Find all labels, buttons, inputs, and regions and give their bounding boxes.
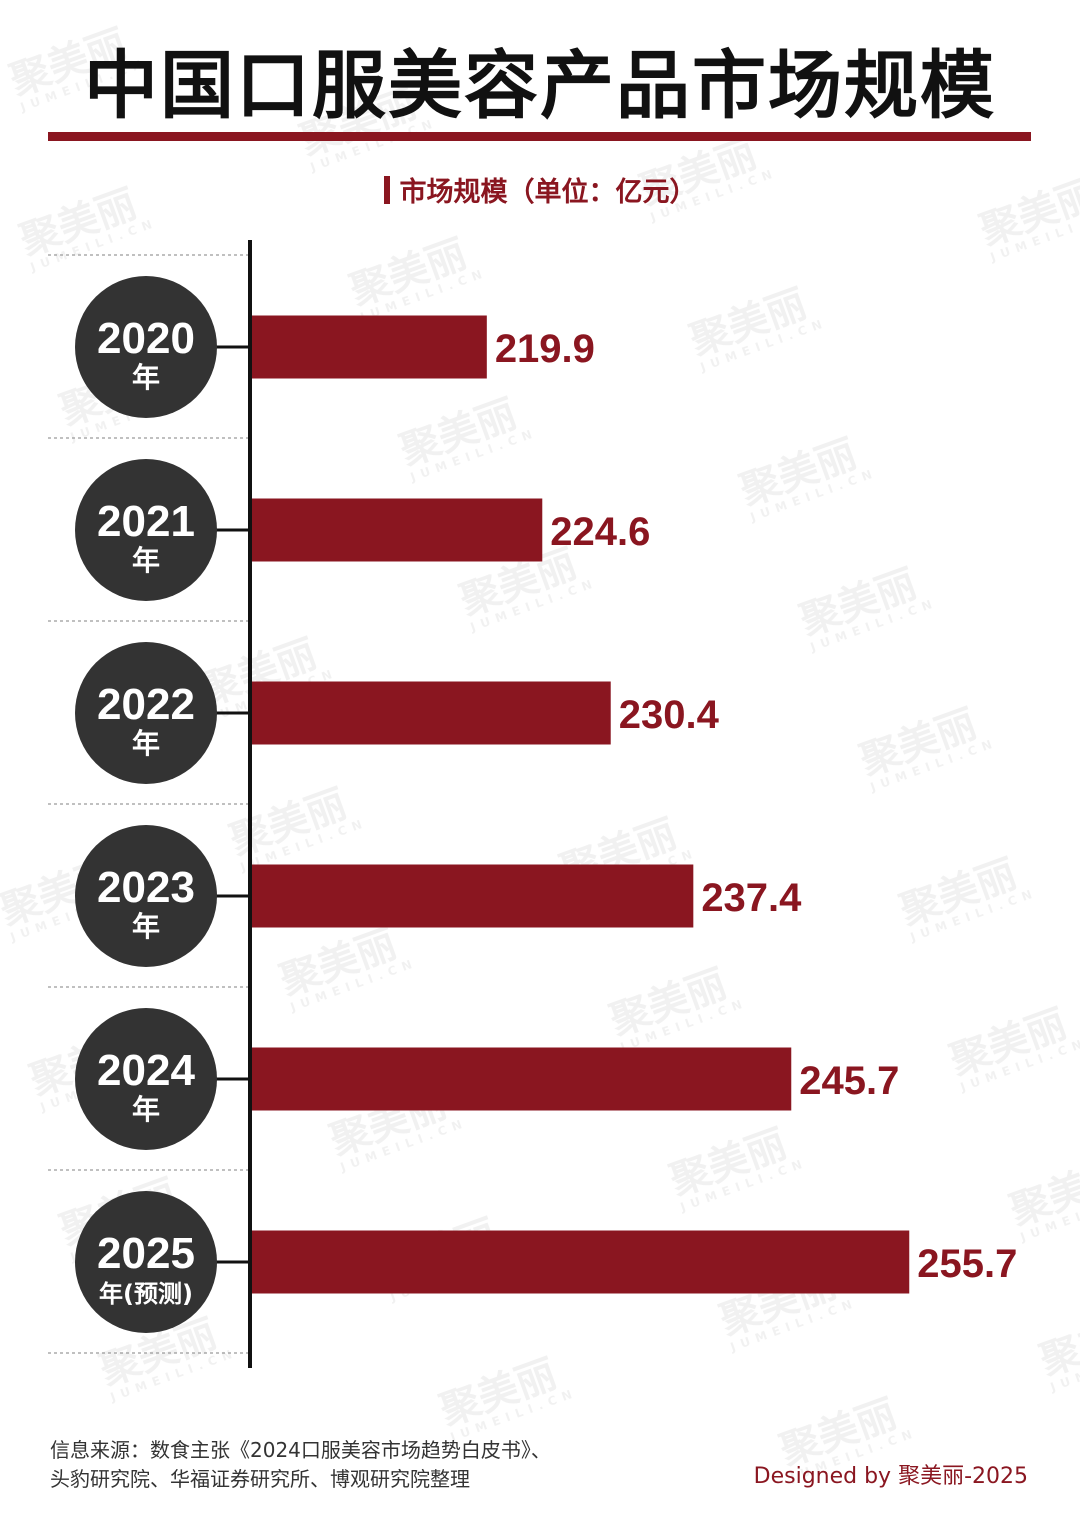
year-circle [75,1008,217,1150]
source-line-1: 信息来源：数食主张《2024口服美容市场趋势白皮书》、 [50,1438,551,1462]
chart-title: 中国口服美容产品市场规模 [84,43,996,129]
title-divider [48,132,1031,141]
value-label: 237.4 [701,876,802,920]
year-suffix-label: 年(预测) [99,1280,193,1308]
unit-marker [383,175,390,204]
year-label: 2022 [97,680,195,729]
year-suffix-label: 年 [132,1093,160,1126]
year-circle [75,459,217,601]
bar-2020 [252,315,487,379]
bar-2024 [252,1047,792,1111]
year-circle [75,276,217,418]
value-label: 245.7 [799,1059,899,1103]
designer-credit: Designed by 聚美丽-2025 [753,1464,1028,1489]
year-label: 2021 [97,497,195,546]
year-label: 2023 [97,863,195,912]
year-circle [75,642,217,784]
year-label: 2024 [97,1046,195,1095]
source-line-2: 头豹研究院、华福证券研究所、博观研究院整理 [50,1467,470,1491]
bar-2025 [252,1230,910,1294]
year-suffix-label: 年 [132,727,160,760]
year-circle [75,1191,217,1333]
year-suffix-label: 年 [132,361,160,394]
value-label: 224.6 [550,510,650,554]
value-label: 255.7 [917,1242,1017,1286]
value-label: 230.4 [619,693,720,737]
unit-label: 市场规模（单位：亿元） [399,177,697,208]
unit-label-row: 市场规模（单位：亿元） [0,170,1080,209]
bar-2022 [252,681,611,745]
source-note: 信息来源：数食主张《2024口服美容市场趋势白皮书》、 头豹研究院、华福证券研究… [50,1436,690,1494]
value-label: 219.9 [495,327,595,371]
bar-2021 [252,498,543,562]
year-suffix-label: 年 [132,544,160,577]
year-circle [75,825,217,967]
year-label: 2020 [97,314,195,363]
year-label: 2025 [97,1229,195,1278]
bar-2023 [252,864,694,928]
year-suffix-label: 年 [132,910,160,943]
